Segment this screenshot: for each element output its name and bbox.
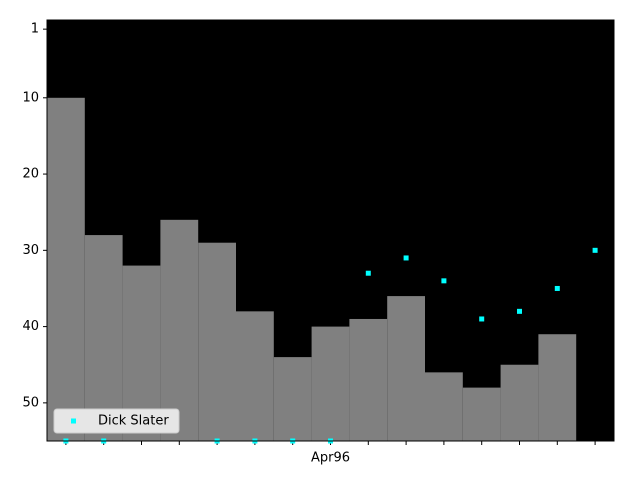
y-tick-label: 50 [22,395,39,410]
y-tick-label: 20 [22,167,39,182]
step-bar [84,235,123,441]
y-tick-label: 1 [31,22,39,37]
x-tick-label: Apr96 [311,451,350,466]
step-bar [538,334,577,441]
scatter-point [554,285,560,291]
step-bar [198,242,236,441]
y-tick-label: 40 [22,319,39,334]
step-bar [425,372,463,441]
scatter-point [365,270,371,276]
step-bar [387,296,425,441]
scatter-point [403,255,409,261]
legend-label: Dick Slater [98,414,169,429]
step-bar [462,387,501,441]
legend-box [53,408,180,434]
step-bar [311,326,350,441]
scatter-point [479,316,485,322]
step-bar [349,318,388,441]
scatter-point [441,278,447,284]
legend-marker [71,418,76,424]
step-bar [236,311,274,441]
scatter-point [592,247,598,253]
step-bar [500,364,539,441]
y-tick-label: 10 [22,90,39,105]
step-bar [160,219,199,441]
step-bar [273,357,312,441]
plot-frame [46,19,615,442]
step-bar [47,97,85,441]
y-tick-label: 30 [22,243,39,258]
scatter-point [517,308,522,314]
